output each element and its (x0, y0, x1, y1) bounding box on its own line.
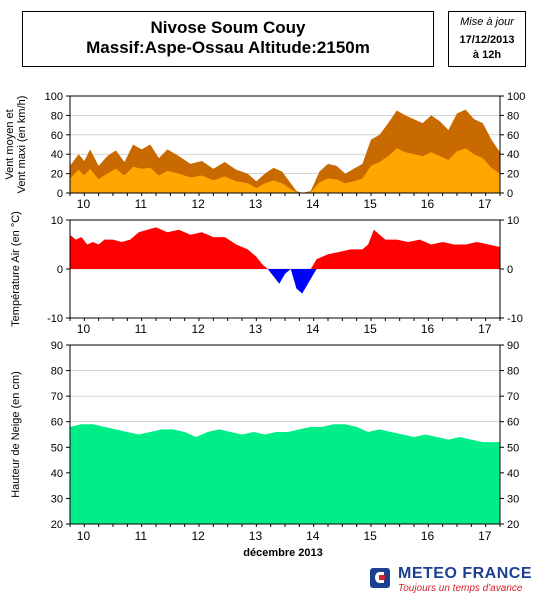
y-tick-label-left-2-30: 30 (51, 493, 63, 505)
y-tick-label-left-2-60: 60 (51, 417, 63, 429)
station-name: Nivose Soum Couy (150, 18, 306, 37)
y-tick-label-right-0-20: 20 (507, 169, 519, 181)
y-tick-label-right-1-0: 0 (507, 264, 513, 276)
x-tick-label-0-14: 14 (306, 197, 320, 211)
temperature-positive-area (70, 227, 500, 269)
y-tick-label-left-2-90: 90 (51, 340, 63, 352)
x-tick-label-2-11: 11 (135, 529, 148, 543)
x-tick-label-1-10: 10 (77, 322, 91, 336)
station-details: Massif:Aspe-Ossau Altitude:2150m (86, 38, 370, 57)
y-tick-label-right-0-80: 80 (507, 110, 519, 122)
y-tick-label-right-2-90: 90 (507, 340, 519, 352)
y-tick-label-left-2-50: 50 (51, 442, 63, 454)
y-tick-label-right-0-60: 60 (507, 130, 519, 142)
temperature-negative-area (70, 269, 500, 294)
y-tick-label-left-1-10: 10 (51, 215, 63, 227)
x-tick-label-0-10: 10 (77, 197, 91, 211)
y-tick-label-right-1--10: -10 (507, 313, 523, 325)
x-tick-label-2-16: 16 (421, 529, 435, 543)
x-axis-label: décembre 2013 (243, 547, 323, 559)
y-tick-label-right-0-40: 40 (507, 149, 519, 161)
y-tick-label-left-0-40: 40 (51, 149, 63, 161)
y-axis-label-0-0: Vent moyen et (4, 109, 16, 179)
y-tick-label-left-2-70: 70 (51, 391, 63, 403)
y-axis-label-0-1: Vent maxi (en km/h) (16, 96, 28, 194)
y-tick-label-left-1--10: -10 (47, 313, 63, 325)
y-tick-label-right-2-60: 60 (507, 417, 519, 429)
y-tick-label-right-2-30: 30 (507, 493, 519, 505)
x-tick-label-1-15: 15 (363, 322, 377, 336)
y-tick-label-left-2-40: 40 (51, 468, 63, 480)
x-tick-label-2-12: 12 (191, 529, 205, 543)
x-tick-label-2-17: 17 (478, 529, 492, 543)
brand-name: METEO FRANCE (398, 565, 532, 582)
y-tick-label-right-1-10: 10 (507, 215, 519, 227)
x-tick-label-0-13: 13 (249, 197, 263, 211)
x-tick-label-0-11: 11 (135, 197, 148, 211)
y-tick-label-right-2-70: 70 (507, 391, 519, 403)
update-box: Mise à jour 17/12/2013 à 12h (448, 11, 526, 67)
x-tick-label-0-12: 12 (191, 197, 205, 211)
y-tick-label-left-0-60: 60 (51, 130, 63, 142)
y-tick-label-right-2-40: 40 (507, 468, 519, 480)
y-tick-label-right-0-100: 100 (507, 91, 525, 103)
y-tick-label-left-0-80: 80 (51, 110, 63, 122)
y-tick-label-right-2-50: 50 (507, 442, 519, 454)
y-tick-label-left-2-80: 80 (51, 366, 63, 378)
x-tick-label-2-10: 10 (77, 529, 91, 543)
x-tick-label-2-15: 15 (363, 529, 377, 543)
y-tick-label-left-2-20: 20 (51, 519, 63, 531)
brand-tagline: Toujours un temps d'avance (398, 583, 523, 594)
y-tick-label-right-2-80: 80 (507, 366, 519, 378)
wind-mean-area (70, 148, 500, 193)
update-label: Mise à jour (460, 16, 514, 28)
y-axis-label-2-0: Hauteur de Neige (en cm) (10, 371, 22, 498)
title-box: Nivose Soum Couy Massif:Aspe-Ossau Altit… (22, 11, 434, 67)
x-tick-label-1-11: 11 (135, 322, 148, 336)
snow-depth-area (70, 424, 500, 524)
x-tick-label-1-16: 16 (421, 322, 435, 336)
x-tick-label-0-16: 16 (421, 197, 435, 211)
x-tick-label-1-12: 12 (191, 322, 205, 336)
y-tick-label-right-2-20: 20 (507, 519, 519, 531)
y-tick-label-right-0-0: 0 (507, 188, 513, 200)
x-tick-label-0-17: 17 (478, 197, 492, 211)
y-tick-label-left-0-0: 0 (57, 188, 63, 200)
meteo-france-logo: METEO FRANCE Toujours un temps d'avance (370, 565, 535, 594)
x-tick-label-2-14: 14 (306, 529, 320, 543)
x-tick-label-1-13: 13 (249, 322, 263, 336)
update-time: à 12h (472, 49, 502, 61)
x-tick-label-2-13: 13 (249, 529, 263, 543)
y-axis-label-1-0: Température Air (en °C) (10, 211, 22, 327)
y-tick-label-left-0-20: 20 (51, 169, 63, 181)
x-tick-label-1-14: 14 (306, 322, 320, 336)
update-date: 17/12/2013 (459, 34, 515, 46)
x-tick-label-0-15: 15 (363, 197, 377, 211)
x-tick-label-1-17: 17 (478, 322, 492, 336)
meteo-france-logo-icon (370, 568, 390, 588)
y-tick-label-left-0-100: 100 (45, 91, 63, 103)
y-tick-label-left-1-0: 0 (57, 264, 63, 276)
